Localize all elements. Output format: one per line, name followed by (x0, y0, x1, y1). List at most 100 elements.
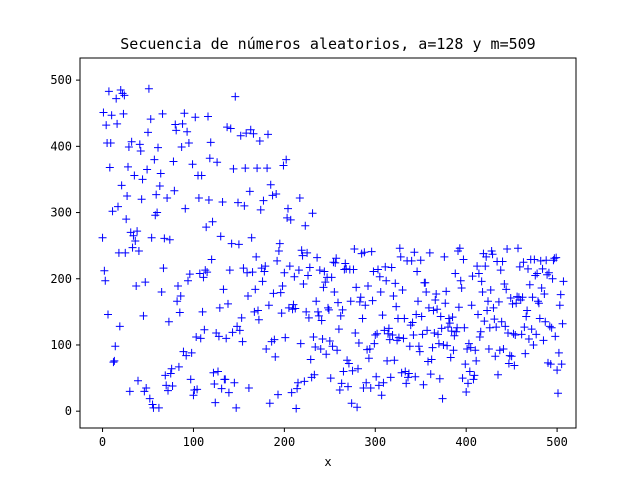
data-point (153, 208, 162, 217)
data-point (132, 282, 141, 291)
x-axis: 0 100 200 300 400 500 (99, 428, 568, 449)
data-point (183, 127, 192, 136)
data-point (154, 143, 162, 152)
data-point (551, 332, 560, 341)
data-point (453, 323, 462, 332)
data-point (427, 355, 436, 364)
data-point (466, 343, 475, 352)
data-point (409, 331, 418, 340)
data-point (450, 331, 459, 340)
data-point (414, 297, 422, 306)
plot-frame (79, 57, 577, 429)
data-point (146, 115, 155, 124)
data-point (167, 364, 176, 373)
data-point (154, 403, 163, 412)
data-point (139, 311, 148, 320)
data-point (381, 262, 390, 271)
data-point (464, 379, 472, 388)
data-point (215, 303, 224, 312)
data-point (556, 290, 565, 299)
data-point (339, 367, 348, 376)
data-point (104, 310, 112, 319)
data-point (236, 131, 245, 140)
data-point (366, 384, 375, 393)
data-point (548, 274, 557, 283)
data-point (158, 109, 167, 118)
data-point (172, 126, 181, 135)
data-point (283, 213, 292, 222)
data-point (334, 298, 342, 307)
data-point (524, 335, 533, 344)
data-point (504, 329, 512, 338)
data-point (141, 278, 150, 287)
data-point (361, 301, 370, 310)
data-point (536, 256, 545, 265)
data-point (114, 202, 122, 211)
data-point (504, 359, 513, 368)
data-point (465, 367, 474, 376)
data-point (367, 247, 376, 256)
data-point (402, 379, 411, 388)
x-tick-label: 300 (364, 435, 386, 449)
data-point (389, 291, 398, 300)
data-point (163, 193, 172, 202)
data-point (118, 89, 127, 98)
data-point (214, 332, 223, 341)
data-points (98, 84, 568, 413)
data-point (174, 362, 183, 371)
data-point (525, 280, 534, 289)
y-tick-label: 0 (65, 404, 72, 418)
data-point (333, 346, 342, 355)
data-point (302, 307, 311, 316)
data-point (365, 344, 374, 353)
data-point (378, 311, 387, 320)
data-point (497, 317, 506, 326)
data-point (353, 403, 362, 412)
data-point (207, 255, 216, 264)
data-point (287, 388, 296, 397)
data-point (231, 92, 240, 101)
data-point (470, 371, 479, 380)
data-point (150, 155, 159, 164)
data-point (360, 248, 369, 257)
data-point (218, 197, 227, 206)
data-point (404, 373, 412, 382)
data-point (510, 361, 519, 370)
y-tick-label: 200 (50, 272, 72, 286)
data-point (388, 331, 397, 340)
data-point (445, 319, 454, 328)
data-point (502, 285, 511, 294)
data-point (521, 349, 530, 358)
data-point (498, 257, 507, 266)
data-point (476, 327, 485, 336)
data-point (523, 306, 532, 315)
data-point (461, 360, 470, 369)
data-point (421, 278, 430, 287)
data-point (259, 196, 268, 205)
data-point (434, 330, 442, 339)
data-point (285, 262, 294, 271)
data-point (535, 314, 544, 323)
data-point (230, 378, 239, 387)
data-point (260, 267, 269, 276)
data-point (464, 339, 473, 348)
data-point (251, 285, 260, 294)
data-point (254, 306, 262, 315)
data-point (265, 399, 274, 408)
data-point (237, 313, 246, 322)
data-point (258, 277, 267, 286)
data-point (405, 342, 414, 351)
data-point (311, 342, 320, 351)
data-point (348, 366, 357, 375)
x-axis-label: x (324, 455, 331, 469)
data-point (522, 312, 531, 321)
data-point (188, 160, 197, 169)
data-point (347, 399, 356, 408)
data-point (451, 269, 460, 278)
data-point (173, 297, 182, 306)
data-point (171, 120, 180, 129)
data-point (229, 164, 238, 173)
data-point (204, 195, 213, 204)
data-point (559, 277, 568, 286)
